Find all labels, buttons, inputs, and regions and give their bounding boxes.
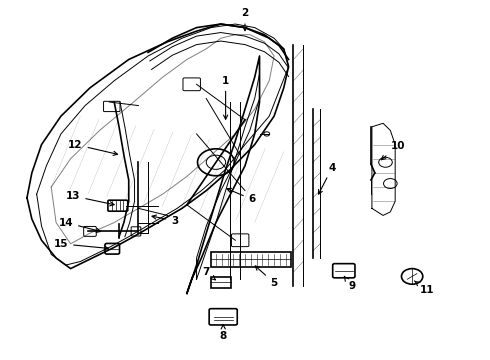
- Text: 9: 9: [344, 276, 355, 291]
- Text: 14: 14: [58, 217, 100, 233]
- Text: 12: 12: [68, 140, 118, 156]
- Text: 2: 2: [242, 8, 248, 31]
- Text: 4: 4: [318, 163, 336, 194]
- Text: 1: 1: [222, 76, 229, 119]
- Text: 8: 8: [220, 325, 227, 341]
- Text: 6: 6: [227, 188, 256, 204]
- Text: 5: 5: [255, 266, 278, 288]
- Text: 13: 13: [66, 191, 114, 206]
- Text: 15: 15: [54, 239, 108, 250]
- Text: 3: 3: [152, 215, 178, 226]
- Text: 7: 7: [202, 267, 215, 280]
- Text: 11: 11: [415, 281, 434, 295]
- Text: 10: 10: [381, 141, 405, 160]
